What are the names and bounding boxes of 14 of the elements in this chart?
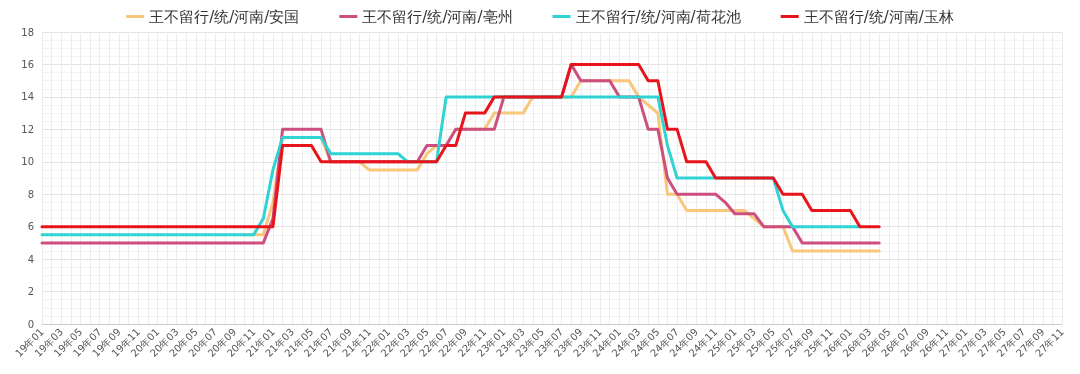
y-tick-label: 8 bbox=[27, 188, 34, 200]
y-tick-label: 16 bbox=[21, 58, 34, 70]
legend-label: 王不留行/统/河南/玉林 bbox=[803, 7, 954, 26]
y-tick-label: 4 bbox=[27, 253, 34, 265]
legend-label: 王不留行/统/河南/亳州 bbox=[362, 7, 513, 26]
y-tick-label: 2 bbox=[27, 286, 34, 298]
y-tick-label: 10 bbox=[21, 156, 34, 168]
y-tick-label: 14 bbox=[21, 91, 34, 103]
y-tick-label: 18 bbox=[21, 26, 34, 38]
legend-label: 王不留行/统/河南/荷花池 bbox=[575, 7, 741, 26]
y-tick-label: 12 bbox=[21, 123, 34, 135]
y-tick-label: 0 bbox=[27, 318, 34, 330]
y-tick-label: 6 bbox=[27, 221, 34, 233]
legend-label: 王不留行/统/河南/安国 bbox=[149, 7, 300, 26]
